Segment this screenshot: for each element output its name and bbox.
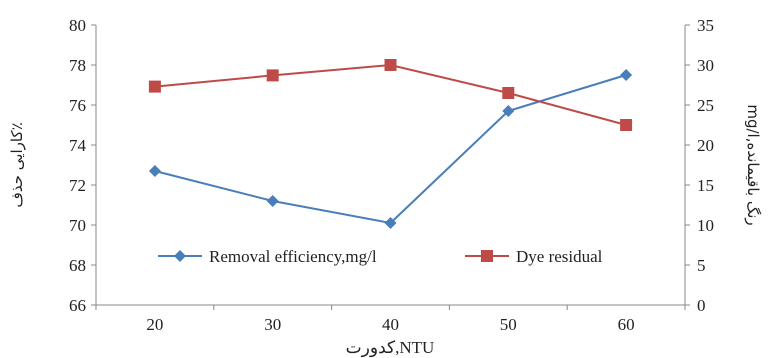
series-point-0 <box>502 105 515 117</box>
series-point-0 <box>266 195 279 207</box>
left-tick-label: 78 <box>69 56 86 75</box>
series-point-0 <box>148 165 161 177</box>
series-point-1 <box>384 59 397 71</box>
x-ticks: 20 30 40 50 60 <box>95 305 686 334</box>
right-tick-label: 0 <box>697 296 706 315</box>
x-axis-title: NTU,کدورت <box>346 338 435 358</box>
x-tick-label: 60 <box>618 315 635 334</box>
right-tick-label: 35 <box>697 16 714 35</box>
series-layer <box>148 59 633 229</box>
legend: Removal efficiency,mg/l Dye residual <box>158 247 603 266</box>
left-tick-label: 70 <box>69 216 86 235</box>
left-y-ticks: 66 68 70 72 74 76 78 80 <box>69 16 96 315</box>
series-point-1 <box>620 119 633 131</box>
series-line-1 <box>154 63 627 126</box>
series-point-0 <box>384 217 397 229</box>
legend-label-removal: Removal efficiency,mg/l <box>209 247 377 266</box>
right-tick-label: 5 <box>697 256 706 275</box>
right-y-axis-title: mg/l,رنگ باقیمانده <box>744 104 762 225</box>
series-line-0 <box>154 74 627 225</box>
right-tick-label: 10 <box>697 216 714 235</box>
legend-marker-dye <box>481 250 493 262</box>
x-tick-label: 50 <box>500 315 517 334</box>
series-point-1 <box>148 80 161 93</box>
left-tick-label: 66 <box>69 296 86 315</box>
series-point-1 <box>502 87 515 99</box>
left-tick-label: 74 <box>69 136 87 155</box>
series-point-0 <box>620 69 633 81</box>
right-tick-label: 25 <box>697 96 714 115</box>
left-tick-label: 80 <box>69 16 86 35</box>
left-tick-label: 72 <box>69 176 86 195</box>
right-y-ticks: 0 5 10 15 20 25 30 35 <box>685 16 714 315</box>
left-y-axis-title: کارایی حذف٪ <box>8 122 26 207</box>
plot-area <box>95 25 686 306</box>
left-tick-label: 76 <box>69 96 86 115</box>
x-tick-label: 40 <box>382 315 399 334</box>
series-point-1 <box>266 69 279 82</box>
right-tick-label: 20 <box>697 136 714 155</box>
right-tick-label: 15 <box>697 176 714 195</box>
left-tick-label: 68 <box>69 256 86 275</box>
right-tick-label: 30 <box>697 56 714 75</box>
x-tick-label: 20 <box>146 315 163 334</box>
legend-label-dye: Dye residual <box>516 247 603 266</box>
x-tick-label: 30 <box>264 315 281 334</box>
legend-marker-removal <box>174 250 186 262</box>
